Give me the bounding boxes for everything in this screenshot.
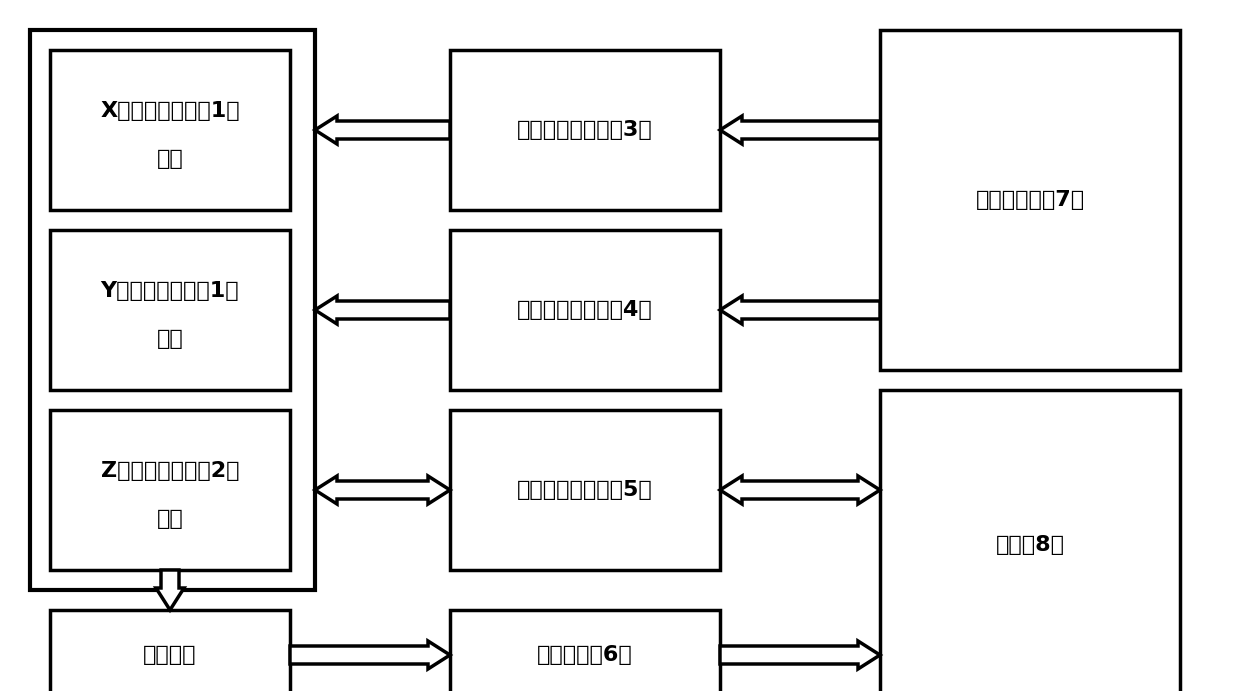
- Bar: [450, 610, 720, 691]
- Text: 被测工件: 被测工件: [144, 645, 197, 665]
- Polygon shape: [156, 570, 184, 610]
- Text: 步进电机驱动器（3）: 步进电机驱动器（3）: [517, 120, 653, 140]
- Text: 步进电机驱动器（4）: 步进电机驱动器（4）: [517, 300, 653, 320]
- Bar: [50, 230, 290, 390]
- Bar: [450, 410, 720, 570]
- Bar: [50, 410, 290, 570]
- Text: Z方向运动控制（2）: Z方向运动控制（2）: [100, 461, 239, 481]
- Text: 步进电机驱动器（5）: 步进电机驱动器（5）: [517, 480, 653, 500]
- Polygon shape: [315, 116, 450, 144]
- Text: 平台: 平台: [156, 329, 184, 349]
- Bar: [50, 610, 290, 691]
- Bar: [450, 230, 720, 390]
- Polygon shape: [720, 296, 880, 324]
- Polygon shape: [315, 296, 450, 324]
- Bar: [880, 390, 1180, 691]
- Bar: [450, 50, 720, 210]
- Bar: [50, 50, 290, 210]
- Text: 微数控系统（7）: 微数控系统（7）: [976, 190, 1085, 210]
- Polygon shape: [720, 641, 880, 669]
- Polygon shape: [290, 641, 450, 669]
- Polygon shape: [720, 116, 880, 144]
- Polygon shape: [720, 476, 880, 504]
- Polygon shape: [315, 476, 450, 504]
- Text: Y方向运动控制（1）: Y方向运动控制（1）: [100, 281, 239, 301]
- Text: 电脑（8）: 电脑（8）: [996, 535, 1064, 555]
- Text: X方向运动控制（1）: X方向运动控制（1）: [100, 101, 239, 121]
- Bar: [880, 30, 1180, 370]
- Text: 平台: 平台: [156, 149, 184, 169]
- Text: 平台: 平台: [156, 509, 184, 529]
- Bar: [30, 30, 315, 590]
- Text: 力传感器（6）: 力传感器（6）: [537, 645, 632, 665]
